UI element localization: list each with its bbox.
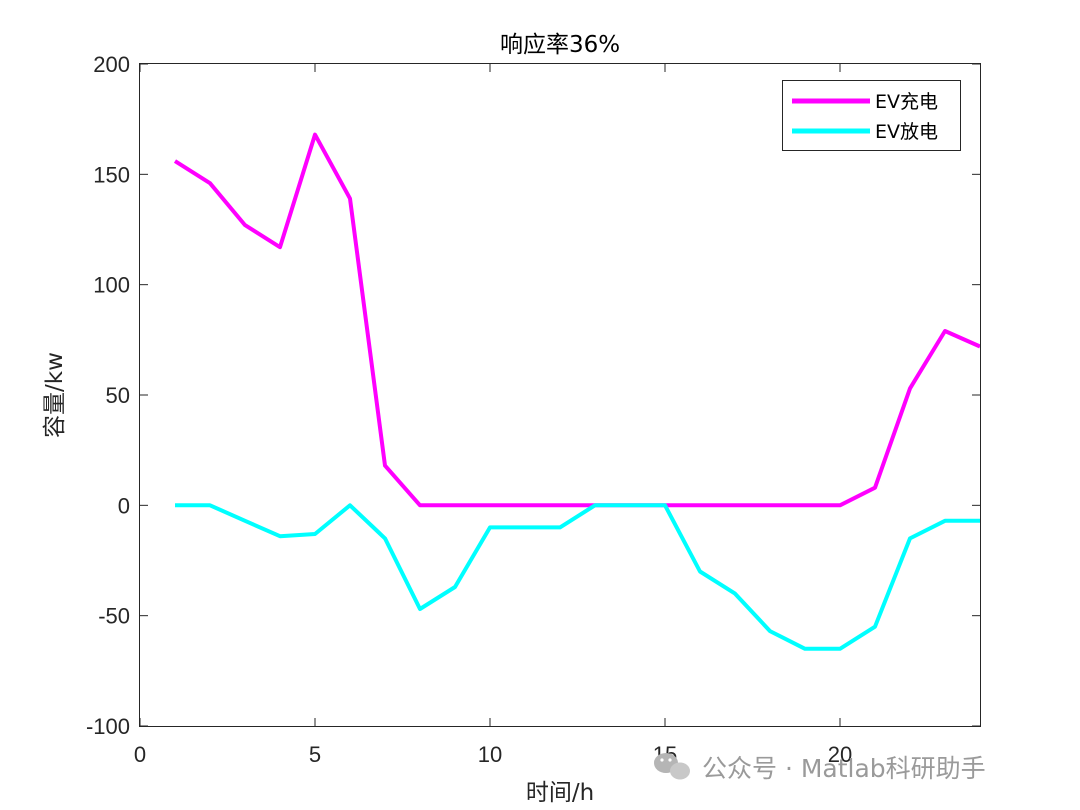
y-tick-label: 150: [93, 162, 130, 187]
x-axis-label: 时间/h: [526, 780, 594, 806]
legend-label-ev-charge: EV充电: [875, 91, 938, 113]
series-line-ev-charge: [173, 132, 981, 508]
wechat-icon: [654, 753, 690, 780]
y-tick-label: -50: [98, 604, 130, 629]
x-tick-label: 0: [134, 742, 146, 767]
legend: EV充电 EV放电: [782, 80, 961, 151]
x-tick-label: 10: [478, 742, 502, 767]
y-tick-label: -100: [86, 714, 130, 739]
series-line-ev-discharge: [175, 503, 980, 651]
legend-label-ev-discharge: EV放电: [875, 121, 938, 143]
series-layer: [173, 132, 981, 651]
y-tick-label: 100: [93, 273, 130, 298]
legend-box: [782, 80, 961, 151]
chart-title: 响应率36%: [500, 32, 620, 58]
y-tick-label: 0: [118, 493, 130, 518]
y-tick-label: 50: [106, 383, 130, 408]
y-tick-label: 200: [93, 52, 130, 77]
y-axis-label: 容量/kw: [42, 352, 68, 438]
plot-area-border: [139, 63, 981, 727]
watermark-text: 公众号 · Matlab科研助手: [702, 754, 986, 783]
x-tick-label: 20: [828, 742, 852, 767]
watermark: 公众号 · Matlab科研助手: [654, 753, 986, 783]
x-tick-label: 5: [309, 742, 321, 767]
